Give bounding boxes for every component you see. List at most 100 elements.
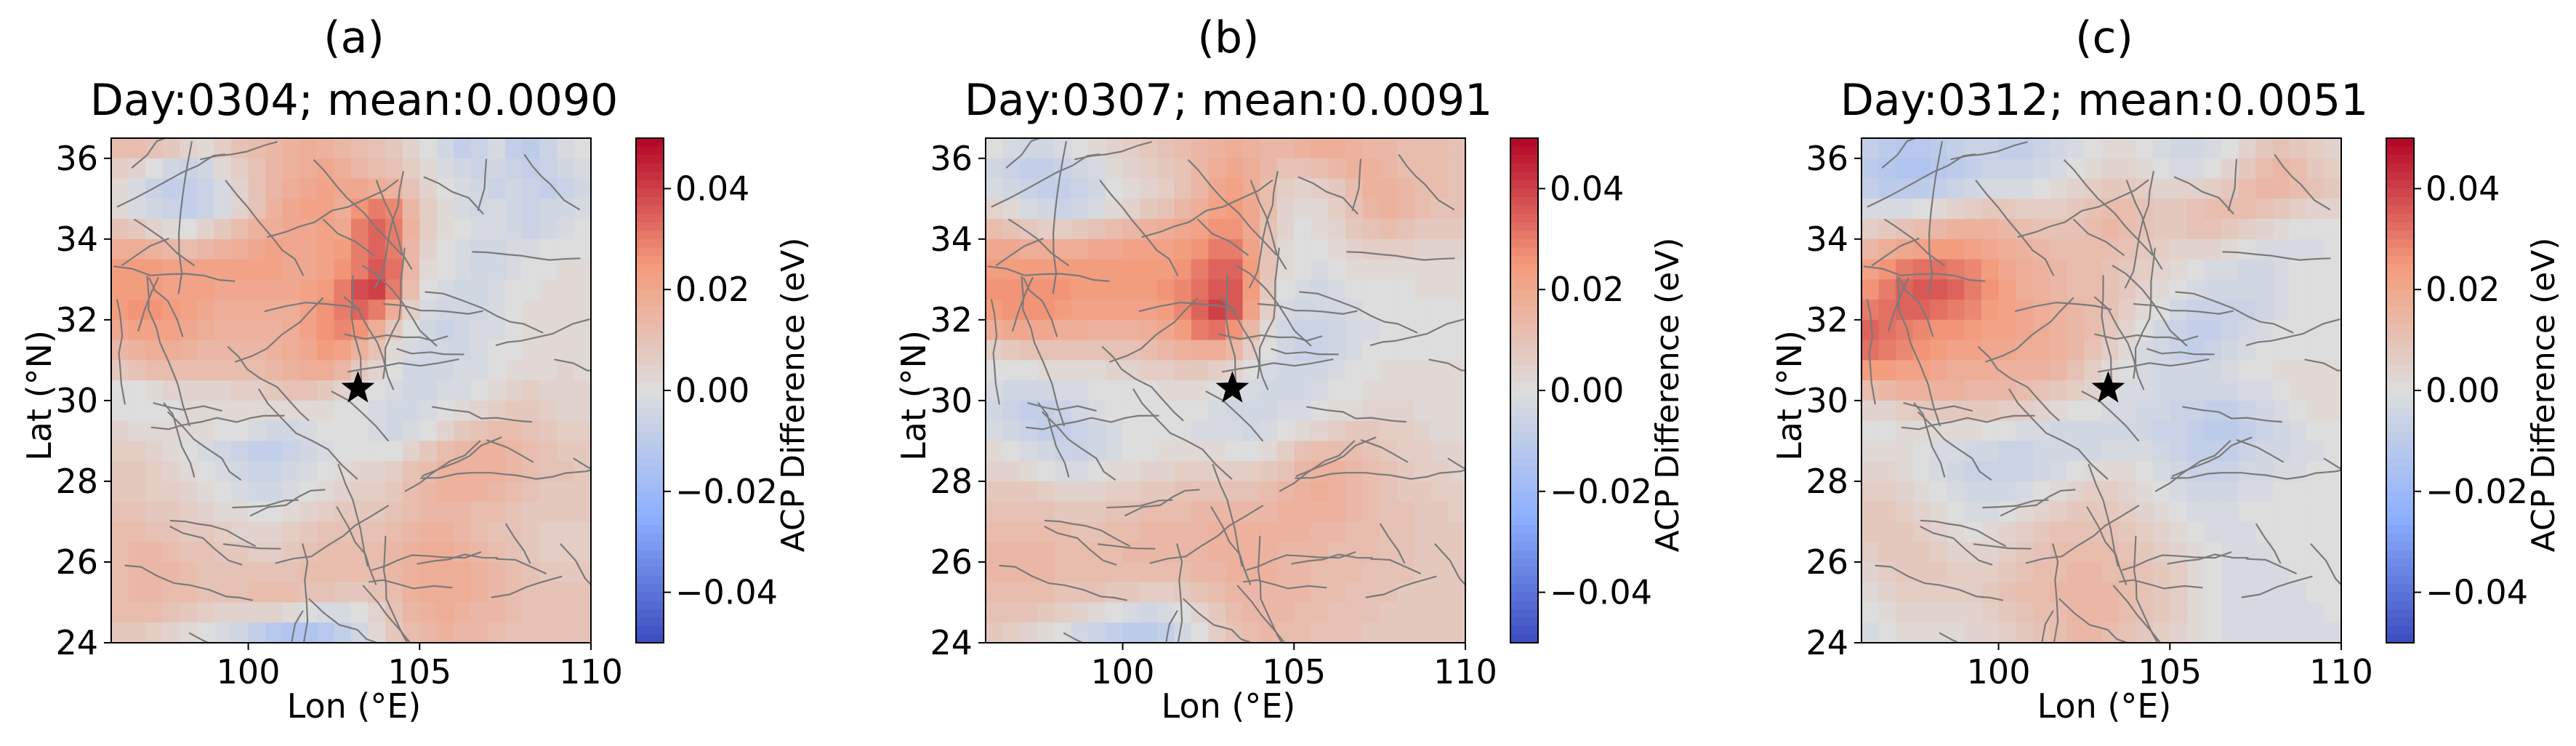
heatmap-cell xyxy=(351,279,369,300)
heatmap-cell xyxy=(1106,521,1124,542)
heatmap-cell xyxy=(1276,420,1295,441)
heatmap-cell xyxy=(1930,481,1948,502)
fault-line xyxy=(1243,579,1327,590)
heatmap-cell xyxy=(128,561,146,583)
heatmap-cell xyxy=(248,380,266,401)
heatmap-cell xyxy=(1947,461,1965,482)
heatmap-cell xyxy=(1896,643,1913,663)
heatmap-cell xyxy=(402,501,420,523)
heatmap-cell xyxy=(1311,602,1329,623)
fault-line xyxy=(573,457,591,470)
heatmap-cell xyxy=(231,420,249,441)
heatmap-cell xyxy=(1430,138,1449,159)
fault-line xyxy=(1025,414,1159,430)
fault-line xyxy=(124,564,253,601)
heatmap-cell xyxy=(214,622,232,643)
heatmap-cell xyxy=(2238,501,2256,523)
heatmap-cell xyxy=(2255,461,2274,482)
heatmap-cell xyxy=(2101,138,2120,159)
heatmap-cell xyxy=(454,319,472,341)
heatmap-cell xyxy=(214,300,232,321)
heatmap-cell xyxy=(1328,561,1346,583)
fault-line xyxy=(1977,346,2060,422)
heatmap-cell xyxy=(1396,602,1414,623)
heatmap-cell xyxy=(1345,643,1363,663)
heatmap-cell xyxy=(539,259,558,280)
fault-line xyxy=(1920,526,1993,566)
heatmap-cell xyxy=(299,198,318,220)
colorbar-tick-label: −0.02 xyxy=(2426,472,2528,511)
heatmap-cell xyxy=(488,360,506,381)
heatmap-cell xyxy=(351,259,369,280)
heatmap-cell xyxy=(145,481,164,502)
heatmap-cell xyxy=(488,622,506,643)
colorbar-segment xyxy=(636,138,664,148)
fault-line xyxy=(1245,551,1356,571)
heatmap-cell xyxy=(1947,198,1965,220)
heatmap-cell xyxy=(1430,198,1449,220)
heatmap-cell xyxy=(180,622,198,643)
heatmap-cell xyxy=(1191,461,1209,482)
heatmap-cell xyxy=(1002,400,1021,422)
heatmap-cell xyxy=(334,138,352,159)
heatmap-cell xyxy=(1122,219,1140,240)
colorbar-segment xyxy=(636,273,664,282)
heatmap-cell xyxy=(1002,198,1021,220)
heatmap-cell xyxy=(1311,561,1329,583)
heatmap-cell xyxy=(2118,198,2136,220)
heatmap-cell xyxy=(2050,461,2068,482)
heatmap-cell xyxy=(2324,300,2341,321)
colorbar-segment xyxy=(2386,398,2414,408)
heatmap-cell xyxy=(2032,340,2050,361)
heatmap-cell xyxy=(162,340,180,361)
heatmap-cell xyxy=(471,602,489,623)
heatmap-cell xyxy=(471,561,489,583)
heatmap-cell xyxy=(2238,461,2256,482)
x-tick-label: 105 xyxy=(2138,652,2202,691)
colorbar-segment xyxy=(2386,247,2414,257)
heatmap-cell xyxy=(1140,542,1158,563)
heatmap-cell xyxy=(1345,521,1364,542)
heatmap-cell xyxy=(1912,219,1931,240)
heatmap-cell xyxy=(334,582,352,603)
heatmap-cell xyxy=(180,542,198,563)
heatmap-cell xyxy=(196,400,215,422)
heatmap-cell xyxy=(2238,259,2256,280)
heatmap-cell xyxy=(1878,542,1896,563)
heatmap-cell xyxy=(196,340,215,361)
heatmap-cell xyxy=(1947,400,1965,422)
heatmap-cell xyxy=(1140,521,1158,542)
fault-line xyxy=(2304,358,2341,372)
fault-line xyxy=(495,318,590,346)
heatmap-cell xyxy=(1294,481,1312,502)
heatmap-cell xyxy=(402,542,420,563)
heatmap-cell xyxy=(1174,158,1192,180)
heatmap-cell xyxy=(436,340,455,361)
heatmap-cell xyxy=(1276,178,1295,199)
heatmap-cell xyxy=(2204,198,2222,220)
heatmap-cell xyxy=(1362,219,1380,240)
fault-line xyxy=(2101,275,2113,394)
fault-line xyxy=(1279,440,1356,492)
heatmap-cell xyxy=(1054,279,1072,300)
heatmap-cell xyxy=(214,340,232,361)
heatmap-cell xyxy=(436,219,455,240)
heatmap-cell xyxy=(2152,259,2170,280)
heatmap-cell xyxy=(1430,441,1449,462)
heatmap-cell xyxy=(2066,340,2085,361)
colorbar-segment xyxy=(636,516,664,526)
heatmap-cell xyxy=(2170,279,2188,300)
heatmap-cell xyxy=(385,441,403,462)
heatmap-cell xyxy=(1311,501,1329,523)
heatmap-cell xyxy=(2170,158,2188,180)
heatmap-cell xyxy=(454,643,471,663)
heatmap-cell xyxy=(180,561,198,583)
fault-line xyxy=(150,414,285,430)
colorbar-segment xyxy=(2386,348,2414,358)
heatmap-cell xyxy=(436,441,455,462)
colorbar-segment xyxy=(636,255,664,265)
fault-line xyxy=(1346,251,1455,261)
heatmap-cell xyxy=(2050,380,2068,401)
heatmap-cell xyxy=(1964,622,1982,643)
fault-line xyxy=(2094,296,2145,390)
